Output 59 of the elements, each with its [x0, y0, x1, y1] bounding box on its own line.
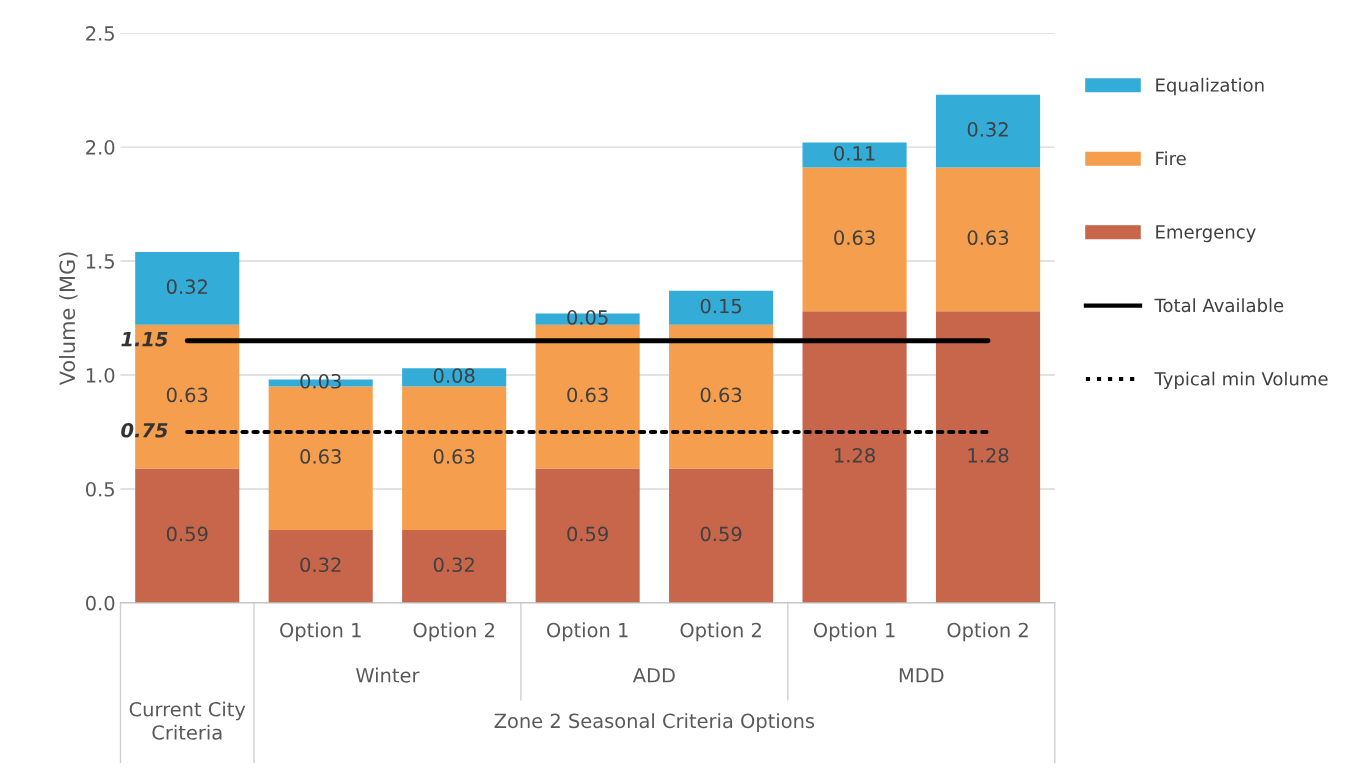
data-label: 0.32: [166, 279, 207, 295]
data-label: 0.32: [433, 557, 474, 573]
data-label: 0.63: [700, 387, 742, 403]
data-label: 1.28: [835, 447, 875, 463]
x-tick-label: Option 2: [680, 622, 761, 642]
y-tick-label: 1.5: [86, 254, 114, 269]
y-tick-label: 1.0: [86, 367, 115, 383]
bar: [669, 468, 774, 603]
data-label: 0.63: [433, 449, 475, 464]
bar: [535, 468, 640, 603]
bar: [802, 142, 907, 168]
data-label: 0.63: [567, 387, 608, 403]
bar: [135, 251, 240, 325]
bar: [402, 529, 507, 603]
text: Winter: [356, 667, 420, 683]
legend-label: Emergency: [1156, 225, 1256, 243]
data-label: 0.08: [433, 368, 475, 383]
data-label: 0.63: [834, 230, 875, 246]
bar: [669, 324, 774, 469]
legend-label: Typical min Volume: [1154, 371, 1328, 390]
data-label: 0.05: [567, 310, 608, 325]
bar: [669, 290, 774, 325]
text: MDD: [899, 668, 944, 683]
bar: [402, 386, 507, 530]
y-tick-label: 2.0: [86, 140, 115, 155]
x-tick-label: Option 1: [813, 622, 895, 642]
data-label: 0.32: [300, 557, 341, 573]
bar: [935, 311, 1041, 603]
data-label: 0.63: [967, 230, 1009, 246]
data-label: 0.59: [567, 526, 608, 542]
y-axis-title: Volume (MG): [59, 252, 78, 386]
bar: [135, 468, 240, 603]
x-tick-label: Option 2: [947, 622, 1028, 642]
x-tick-label: Option 1: [280, 622, 361, 642]
data-label: 0.63: [300, 449, 341, 464]
bar: [535, 324, 640, 469]
data-label: 0.32: [967, 122, 1008, 137]
bar: [935, 94, 1041, 168]
y-tick-label: 2.5: [86, 26, 114, 41]
legend-label: Fire: [1156, 151, 1186, 166]
data-label: 0.63: [166, 387, 208, 403]
data-label: 1.28: [968, 447, 1009, 463]
bar: [802, 167, 907, 312]
data-label: 0.15: [700, 298, 742, 314]
legend-label: Equalization: [1156, 77, 1264, 96]
bar: [268, 529, 373, 603]
x-tick-label: Option 1: [547, 622, 628, 642]
legend-label: Total Available: [1154, 298, 1284, 313]
data-label: 0.59: [166, 526, 208, 542]
bar: [935, 167, 1041, 312]
data-label: 0.59: [700, 526, 742, 542]
text: Zone 2 Seasonal Criteria Options: [494, 713, 815, 732]
x-tick-label: Option 2: [413, 622, 494, 642]
data-label: 0.11: [834, 145, 875, 161]
bar: [802, 311, 907, 603]
y-tick-label: 0.5: [86, 481, 114, 497]
text: Current City Criteria: [129, 701, 246, 740]
text: ADD: [632, 668, 675, 683]
y-tick-label: 0.0: [86, 595, 115, 611]
